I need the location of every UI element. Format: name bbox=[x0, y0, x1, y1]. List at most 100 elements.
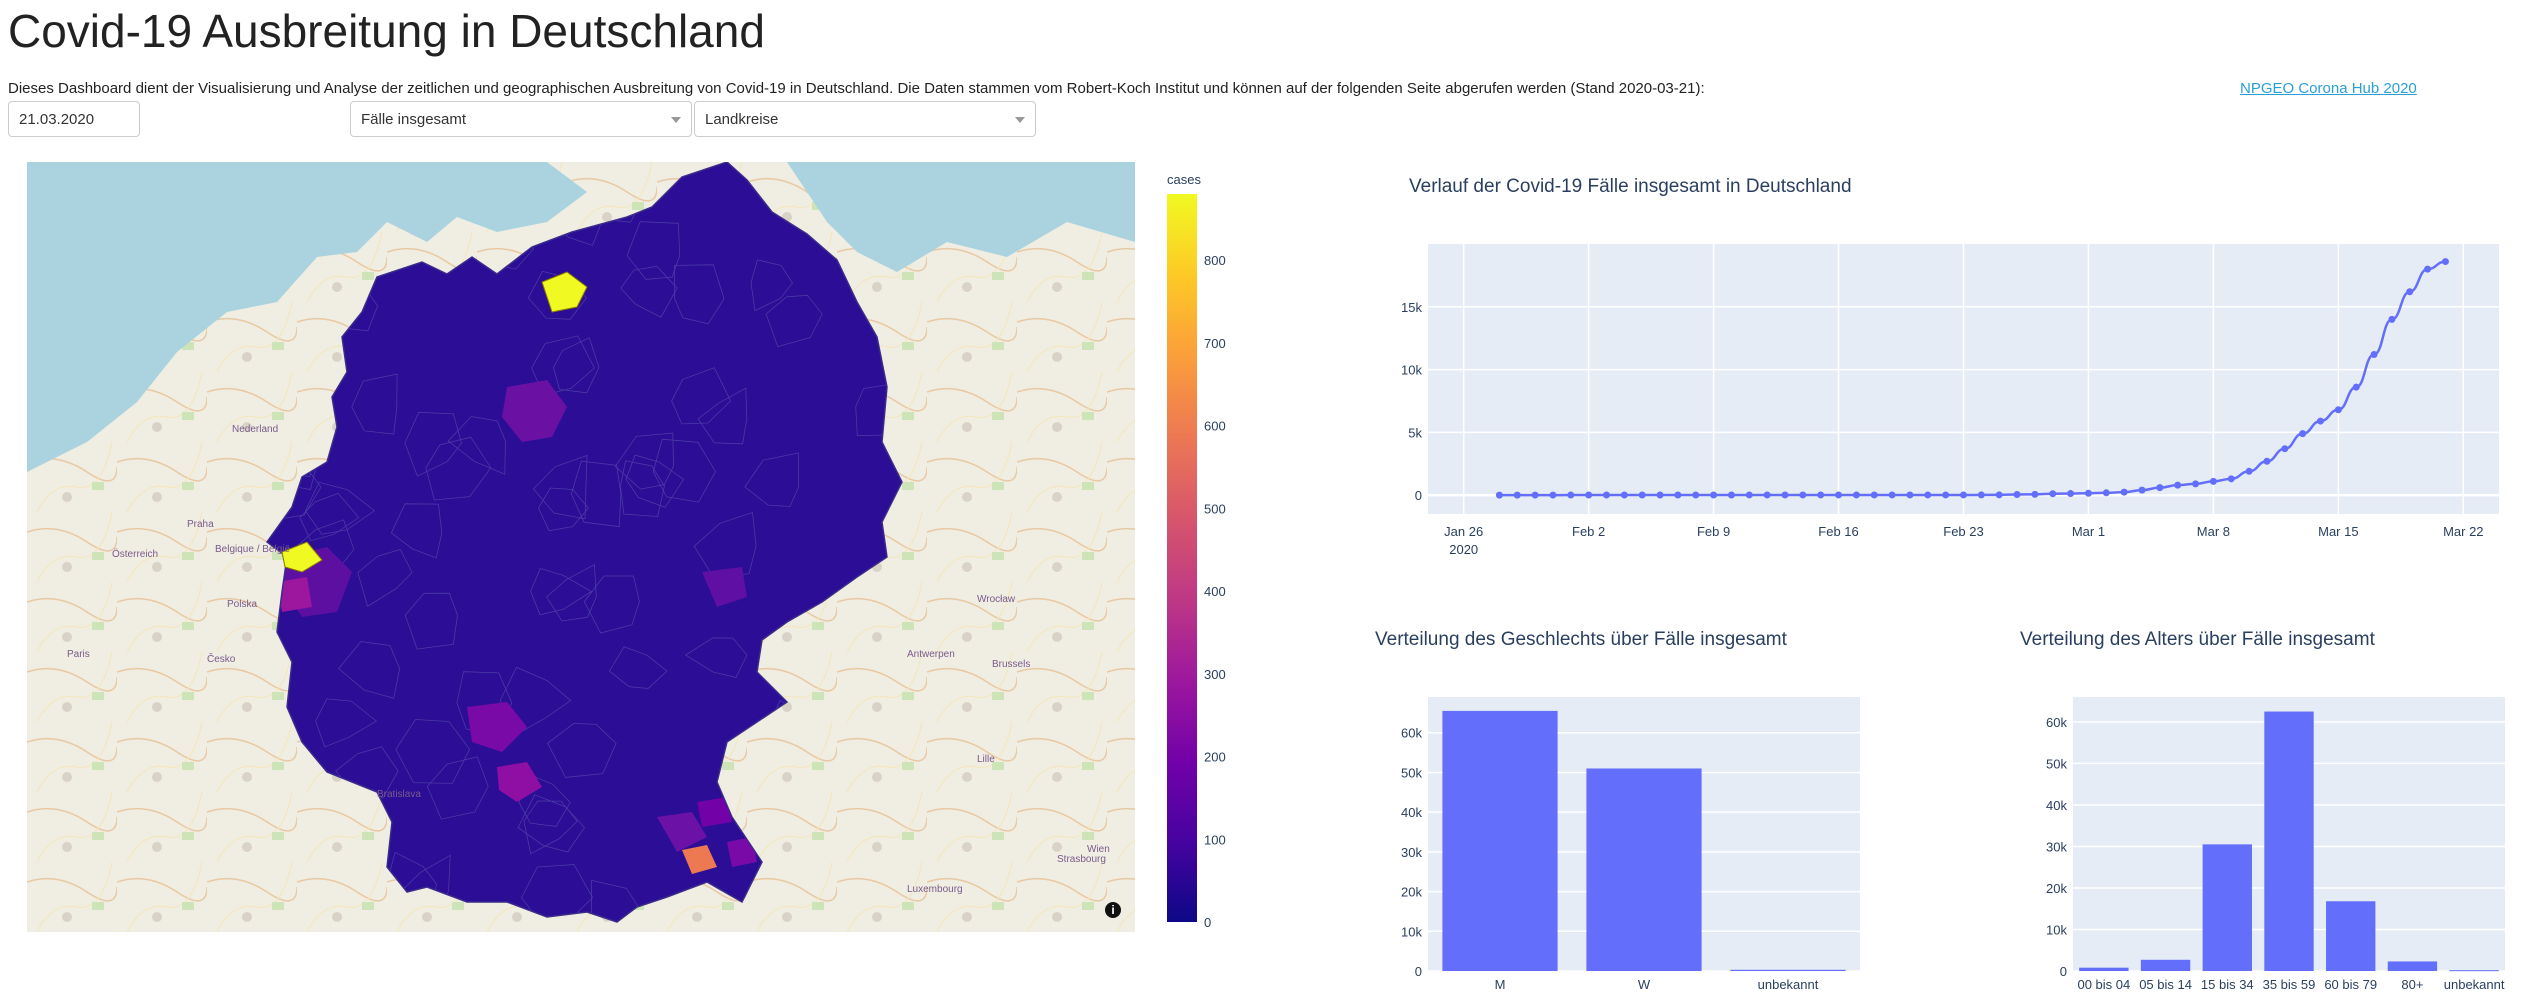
data-point[interactable] bbox=[1638, 491, 1646, 499]
y-tick-label: 20k bbox=[1401, 885, 1422, 900]
data-point[interactable] bbox=[1870, 491, 1878, 499]
data-point[interactable] bbox=[2263, 457, 2271, 465]
data-point[interactable] bbox=[1763, 491, 1771, 499]
data-point[interactable] bbox=[1942, 491, 1950, 499]
timeline-chart[interactable]: Verlauf der Covid-19 Fälle insgesamt in … bbox=[1375, 162, 2515, 562]
map-place-label: Brussels bbox=[992, 659, 1030, 670]
map-place-label: Praha bbox=[187, 519, 214, 530]
data-point[interactable] bbox=[1995, 491, 2003, 499]
data-point[interactable] bbox=[1745, 491, 1753, 499]
district-hamburg-hotspot[interactable] bbox=[541, 271, 588, 313]
age-bar-chart[interactable]: Verteilung des Alters über Fälle insgesa… bbox=[2020, 615, 2540, 1000]
district-heinsberg-hotspot[interactable] bbox=[281, 541, 323, 573]
data-point[interactable] bbox=[2227, 475, 2235, 483]
gender-bar-chart[interactable]: Verteilung des Geschlechts über Fälle in… bbox=[1375, 615, 1895, 1000]
data-point[interactable] bbox=[1799, 491, 1807, 499]
data-point[interactable] bbox=[1549, 491, 1557, 499]
data-point[interactable] bbox=[1656, 491, 1664, 499]
npgeo-hub-link[interactable]: NPGEO Corona Hub 2020 bbox=[2240, 80, 2417, 97]
y-tick-label: 50k bbox=[2046, 756, 2067, 771]
bar[interactable] bbox=[2140, 959, 2191, 971]
data-point[interactable] bbox=[1781, 491, 1789, 499]
district-boundary bbox=[538, 487, 589, 532]
data-point[interactable] bbox=[2209, 477, 2217, 485]
district-boundary bbox=[684, 637, 748, 678]
data-point[interactable] bbox=[1585, 491, 1593, 499]
gender-chart-title: Verteilung des Geschlechts über Fälle in… bbox=[1375, 629, 1788, 650]
intro-text: Dieses Dashboard dient der Visualisierun… bbox=[8, 80, 1705, 97]
data-point[interactable] bbox=[1924, 491, 1932, 499]
data-point[interactable] bbox=[2031, 490, 2039, 498]
data-point[interactable] bbox=[1674, 491, 1682, 499]
bar[interactable] bbox=[2202, 844, 2252, 971]
data-point[interactable] bbox=[1906, 491, 1914, 499]
chevron-down-icon bbox=[1015, 117, 1025, 123]
data-point[interactable] bbox=[2138, 486, 2146, 494]
data-point[interactable] bbox=[1710, 491, 1718, 499]
data-point[interactable] bbox=[2049, 490, 2057, 498]
district-aachen[interactable] bbox=[277, 577, 312, 612]
data-point[interactable] bbox=[1495, 491, 1503, 499]
map-place-label: Polska bbox=[227, 599, 257, 610]
district-boundary bbox=[404, 411, 462, 477]
level-dropdown[interactable]: Landkreise bbox=[694, 101, 1036, 137]
bar[interactable] bbox=[2079, 967, 2129, 971]
data-point[interactable] bbox=[2120, 488, 2128, 496]
district-bayern-south[interactable] bbox=[657, 812, 707, 852]
data-point[interactable] bbox=[1817, 491, 1825, 499]
district-leipzig[interactable] bbox=[702, 567, 747, 607]
choropleth-map[interactable]: Nederland Belgique / België Polska Česko Öst… bbox=[27, 162, 1135, 932]
data-point[interactable] bbox=[2013, 490, 2021, 498]
map-place-label: Wien bbox=[1087, 844, 1110, 855]
data-point[interactable] bbox=[2299, 430, 2307, 438]
data-point[interactable] bbox=[1727, 491, 1735, 499]
data-point[interactable] bbox=[1567, 491, 1575, 499]
data-point[interactable] bbox=[1513, 491, 1521, 499]
bar[interactable] bbox=[2326, 901, 2376, 971]
data-point[interactable] bbox=[2424, 265, 2432, 273]
data-point[interactable] bbox=[2156, 484, 2164, 492]
district-stuttgart-area[interactable] bbox=[467, 702, 527, 752]
data-point[interactable] bbox=[1531, 491, 1539, 499]
info-icon[interactable]: i bbox=[1105, 902, 1121, 918]
data-point[interactable] bbox=[2102, 489, 2110, 497]
data-point[interactable] bbox=[1888, 491, 1896, 499]
y-tick-label: 60k bbox=[1401, 726, 1422, 741]
date-picker-input[interactable]: 21.03.2020 bbox=[8, 101, 140, 137]
data-point[interactable] bbox=[2192, 480, 2200, 488]
data-point[interactable] bbox=[2281, 445, 2289, 453]
bar[interactable] bbox=[1730, 969, 1846, 971]
district-hannover[interactable] bbox=[502, 380, 567, 442]
data-point[interactable] bbox=[1835, 491, 1843, 499]
x-tick-label: Mar 15 bbox=[2318, 524, 2358, 539]
district-reutlingen[interactable] bbox=[497, 762, 542, 802]
map-place-label: Antwerpen bbox=[907, 649, 955, 660]
data-point[interactable] bbox=[2067, 490, 2075, 498]
metric-dropdown[interactable]: Fälle insgesamt bbox=[350, 101, 692, 137]
data-point[interactable] bbox=[2084, 489, 2092, 497]
data-point[interactable] bbox=[2388, 315, 2396, 323]
x-tick-label: unbekannt bbox=[1758, 977, 1819, 992]
bar[interactable] bbox=[2387, 961, 2438, 971]
data-point[interactable] bbox=[1692, 491, 1700, 499]
data-point[interactable] bbox=[1852, 491, 1860, 499]
data-point[interactable] bbox=[1960, 491, 1967, 499]
bar[interactable] bbox=[2449, 970, 2499, 972]
bar[interactable] bbox=[1586, 768, 1702, 971]
data-point[interactable] bbox=[2174, 481, 2182, 489]
data-point[interactable] bbox=[1603, 491, 1610, 499]
data-point[interactable] bbox=[2406, 288, 2414, 296]
district-augsburg[interactable] bbox=[697, 797, 732, 827]
bar[interactable] bbox=[1442, 710, 1558, 971]
bar[interactable] bbox=[2264, 711, 2314, 971]
district-hotspot-bavaria[interactable] bbox=[682, 845, 717, 874]
data-point[interactable] bbox=[2317, 417, 2324, 425]
data-point[interactable] bbox=[1977, 491, 1985, 499]
data-point[interactable] bbox=[2352, 383, 2360, 391]
data-point[interactable] bbox=[2370, 351, 2378, 359]
data-point[interactable] bbox=[2334, 406, 2342, 414]
data-point[interactable] bbox=[2245, 467, 2253, 475]
data-point[interactable] bbox=[2441, 258, 2449, 266]
district-boundary bbox=[546, 564, 597, 622]
data-point[interactable] bbox=[1620, 491, 1628, 499]
